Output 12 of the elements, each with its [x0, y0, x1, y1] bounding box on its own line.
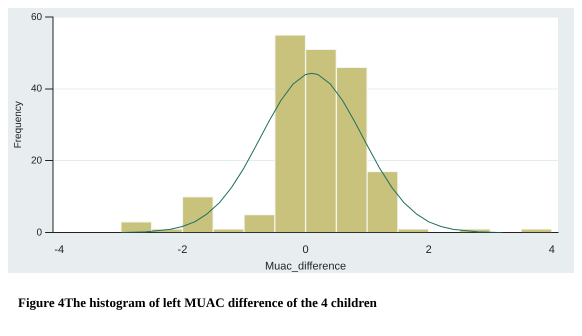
y-tick-label: 40 — [31, 84, 43, 95]
x-tick-label: -4 — [54, 244, 64, 256]
y-tick-label: 60 — [31, 12, 43, 23]
x-tick-label: 2 — [426, 244, 432, 256]
y-tick-label: 20 — [31, 155, 43, 166]
x-tick-label: -2 — [178, 244, 188, 256]
caption: Figure 4The histogram of left MUAC difference of the 4 children — [18, 295, 378, 311]
x-axis-title: Muac_difference — [265, 260, 346, 272]
x-tick-label: 4 — [548, 244, 555, 256]
y-axis-title: Frequency — [12, 101, 24, 148]
y-tick-label: 0 — [36, 227, 43, 238]
x-tick-label: 0 — [302, 244, 309, 256]
